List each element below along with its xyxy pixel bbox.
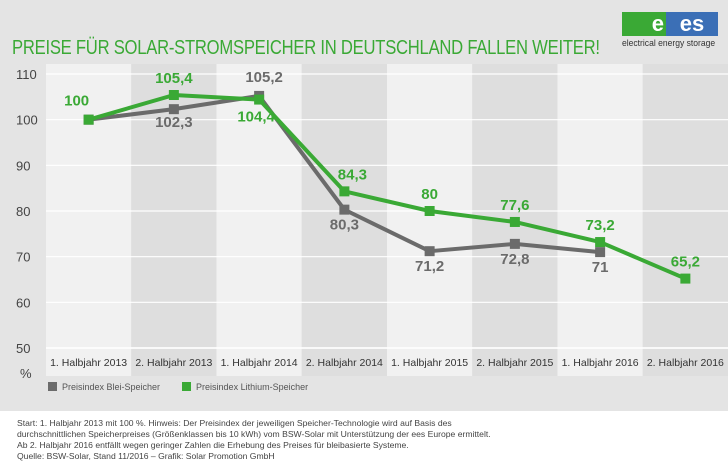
y-tick-label: 70 <box>16 250 30 265</box>
data-point <box>168 90 179 101</box>
legend-swatch <box>48 382 57 391</box>
data-point <box>339 204 350 215</box>
footnote-line: Quelle: BSW-Solar, Stand 11/2016 – Grafi… <box>17 451 275 461</box>
data-label: 71 <box>592 259 609 276</box>
data-label: 100 <box>64 93 89 110</box>
legend-label: Preisindex Blei-Speicher <box>62 382 161 392</box>
data-point <box>83 114 94 125</box>
data-label: 104,4 <box>237 109 275 126</box>
data-point <box>339 186 350 197</box>
data-label: 72,8 <box>500 251 529 268</box>
data-label: 65,2 <box>671 254 700 271</box>
footnote-line: durchschnittlichen Speicherpreises (Größ… <box>17 429 491 439</box>
legend-swatch <box>182 382 192 391</box>
y-tick-label: 60 <box>16 295 30 310</box>
data-label: 84,3 <box>338 166 367 183</box>
data-label: 102,3 <box>155 114 193 131</box>
data-point <box>254 94 265 105</box>
x-tick-label: 1. Halbjahr 2015 <box>391 357 468 369</box>
x-tick-label: 2. Halbjahr 2016 <box>647 357 724 369</box>
data-point <box>424 246 435 257</box>
data-label: 105,2 <box>245 69 283 86</box>
y-axis-unit: % <box>20 366 32 381</box>
footnote-line: Ab 2. Halbjahr 2016 entfällt wegen gerin… <box>17 440 409 450</box>
y-tick-label: 100 <box>16 113 38 128</box>
y-tick-label: 50 <box>16 341 30 356</box>
x-tick-label: 2. Halbjahr 2013 <box>135 357 212 369</box>
y-tick-label: 90 <box>16 158 30 173</box>
data-point <box>680 273 691 284</box>
x-tick-label: 2. Halbjahr 2014 <box>306 357 383 369</box>
data-point <box>509 238 520 249</box>
y-tick-label: 80 <box>16 204 30 219</box>
column-band <box>301 64 387 376</box>
data-point <box>424 206 435 216</box>
footnotes: Start: 1. Halbjahr 2013 mit 100 %. Hinwe… <box>17 418 491 462</box>
line-chart: 1. Halbjahr 2013 2. Halbjahr 2013 1. Halbj… <box>16 64 728 381</box>
data-point <box>168 104 179 115</box>
data-label: 105,4 <box>155 70 193 87</box>
series-line <box>88 93 687 281</box>
data-label: 77,6 <box>500 197 529 214</box>
x-tick-label: 1. Halbjahr 2013 <box>50 357 127 369</box>
data-label: 73,2 <box>586 217 615 234</box>
legend-item-blei: Preisindex Blei-Speicher <box>48 382 160 392</box>
column-band <box>642 64 728 376</box>
column-band <box>557 64 643 376</box>
data-label: 71,2 <box>415 258 444 275</box>
data-label: 80 <box>421 186 438 203</box>
legend: Preisindex Blei-Speicher Preisindex Lith… <box>48 382 308 392</box>
x-tick-label: 1. Halbjahr 2014 <box>221 357 298 369</box>
data-point <box>595 247 606 258</box>
column-band <box>131 64 217 376</box>
data-point <box>595 237 606 248</box>
legend-item-lithium: Preisindex Lithium-Speicher <box>182 382 308 392</box>
y-tick-label: 110 <box>16 67 37 82</box>
logo-blue-part: es <box>666 12 718 36</box>
footnote-line: Start: 1. Halbjahr 2013 mit 100 %. Hinwe… <box>17 418 452 428</box>
data-label: 80,3 <box>330 217 359 234</box>
column-band <box>387 64 473 376</box>
logo-green-part: e <box>622 12 666 36</box>
data-point <box>509 216 520 227</box>
x-tick-label: 2. Halbjahr 2015 <box>476 357 553 369</box>
page-title: PREISE FÜR SOLAR-STROMSPEICHER IN DEUTSC… <box>12 36 600 59</box>
legend-label: Preisindex Lithium-Speicher <box>196 382 309 392</box>
column-band <box>216 64 302 376</box>
x-tick-label: 1. Halbjahr 2016 <box>562 357 639 369</box>
ees-logo: e es electrical energy storage <box>622 12 718 49</box>
logo-tagline: electrical energy storage <box>622 38 716 49</box>
